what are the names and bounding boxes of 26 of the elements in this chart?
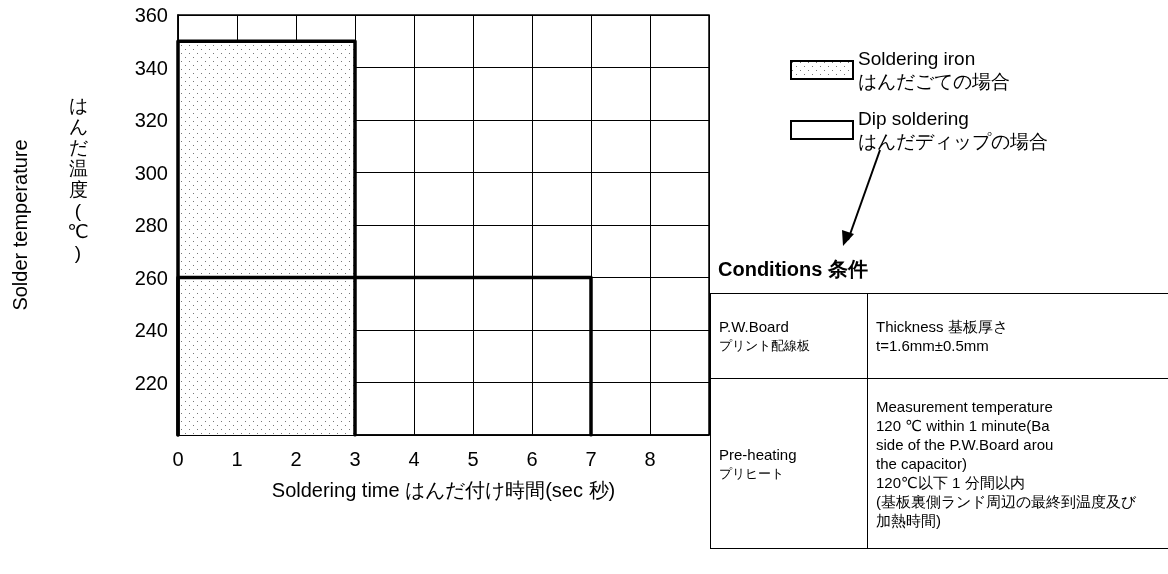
y-tick-label: 340: [134, 56, 168, 79]
text: Solder temperature はんだ温度(℃): [9, 95, 89, 311]
legend-label: Dip soldering はんだディップの場合: [858, 108, 1048, 152]
y-tick-label: 280: [134, 214, 168, 236]
text: Pre-heating プリヒート: [719, 444, 798, 483]
y-tick-label: 260: [134, 266, 168, 289]
y-tick-label: 320: [134, 109, 168, 131]
text: Conditions 条件: [718, 257, 869, 282]
text: Measurement temperature 120 ℃ within 1 minute(Ba side of the P.W.Board arou the capacitor) 120℃以下 1 分間以内 (基板裏側ランド周辺の最終到温度及び加熱時間): [876, 397, 1137, 530]
y-tick-label: 360: [134, 4, 168, 26]
x-tick-label: 5: [467, 448, 479, 470]
y-tick-label: 240: [134, 319, 168, 341]
legend-label: Soldering iron はんだごての場合: [858, 48, 1010, 92]
text: Thickness 基板厚さ t=1.6mm±0.5mm: [876, 317, 1009, 355]
x-axis-title: Soldering time はんだ付け時間(sec 秒): [271, 479, 616, 501]
x-tick-label: 0: [172, 448, 184, 470]
x-tick-label: 6: [526, 448, 538, 470]
x-tick-label: 7: [585, 448, 597, 470]
x-tick-label: 8: [644, 448, 656, 470]
y-tick-label: 300: [134, 161, 168, 184]
y-tick-label: 220: [134, 371, 168, 394]
x-tick-label: 1: [231, 448, 243, 470]
x-tick-label: 3: [349, 448, 361, 470]
text: P.W.Board プリント配線板: [719, 317, 811, 355]
x-tick-label: 2: [290, 448, 302, 470]
x-tick-label: 4: [408, 448, 420, 470]
